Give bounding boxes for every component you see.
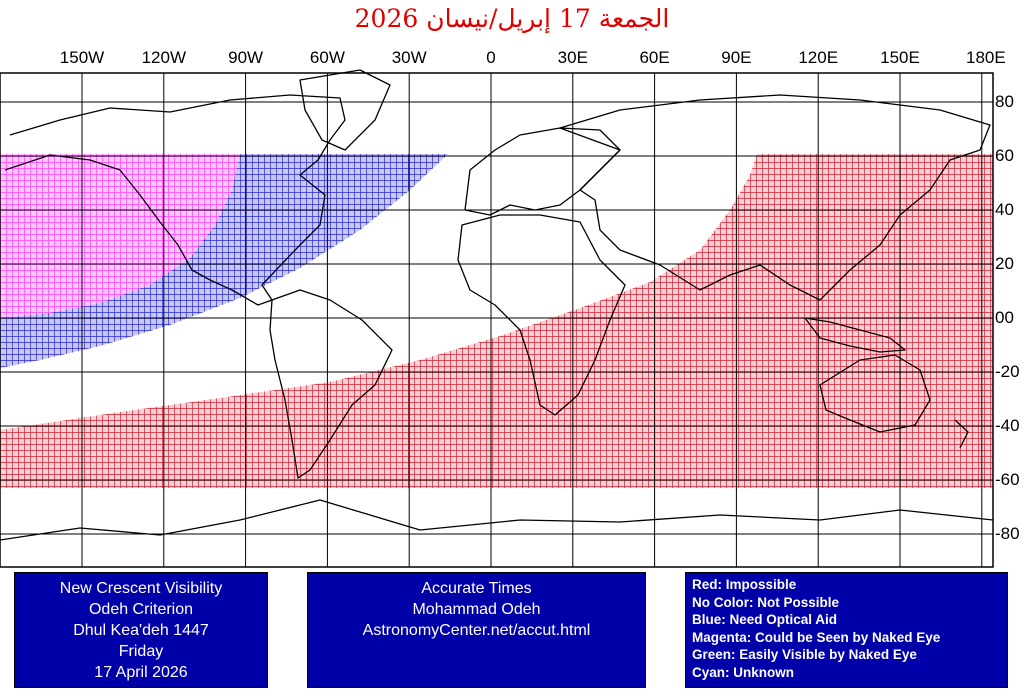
longitude-label: 150E — [880, 48, 920, 67]
longitude-label: 60E — [639, 48, 670, 67]
longitude-label: 60W — [309, 48, 345, 67]
latitude-label: -40 — [995, 416, 1020, 435]
crescent-info-line: 17 April 2026 — [94, 664, 188, 681]
map-frame — [0, 72, 994, 568]
crescent-info-line: Odeh Criterion — [88, 601, 194, 618]
longitude-label: 180E — [966, 48, 1006, 67]
legend-entry: Red: Impossible — [692, 577, 797, 592]
latitude-label: 40 — [995, 200, 1014, 219]
longitude-label: 30E — [557, 48, 588, 67]
longitude-label: 30W — [391, 48, 427, 67]
latitude-label: -20 — [995, 362, 1020, 381]
latitude-label: 60 — [995, 146, 1014, 165]
longitude-label: 90W — [228, 48, 264, 67]
legend-entry: Magenta: Could be Seen by Naked Eye — [692, 629, 941, 645]
zone-red — [0, 154, 993, 488]
crescent-info-box: New Crescent Visibility Odeh Criterion Dhu… — [14, 572, 268, 688]
zone-magenta — [0, 154, 240, 318]
latitude-label: -60 — [995, 470, 1020, 489]
map-title: الجمعة 17 إبريل/نيسان 2026 — [354, 4, 670, 33]
legend-box: Red: Impossible No Color: Not Possible Blu… — [685, 572, 1008, 688]
crescent-info-line: Dhul Kea'deh 1447 — [73, 622, 209, 639]
legend-entry: No Color: Not Possible — [692, 594, 840, 610]
accurate-times-line: Mohammad Odeh — [412, 601, 541, 618]
longitude-label: 90E — [721, 48, 752, 67]
longitude-label: 0 — [486, 48, 496, 67]
latitude-label: -80 — [995, 524, 1020, 543]
latitude-label: 80 — [995, 92, 1014, 111]
legend-entry: Blue: Need Optical Aid — [692, 612, 838, 627]
accurate-times-box: Accurate Times Mohammad Odeh AstronomyCent… — [307, 572, 646, 688]
legend-entry: Cyan: Unknown — [692, 664, 795, 680]
latitude-label: 00 — [995, 308, 1014, 327]
longitude-label: 150W — [59, 48, 105, 67]
accurate-times-line: AstronomyCenter.net/accut.html — [362, 622, 591, 639]
crescent-info-line: New Crescent Visibility — [59, 580, 223, 597]
lat-lon-grid — [0, 73, 993, 567]
longitude-label: 120W — [141, 48, 187, 67]
latitude-label: 20 — [995, 254, 1014, 273]
legend-entry: Green: Easily Visible by Naked Eye — [692, 647, 917, 662]
longitude-label: 120E — [798, 48, 839, 67]
accurate-times-line: Accurate Times — [421, 580, 532, 597]
crescent-info-line: Friday — [118, 643, 164, 660]
